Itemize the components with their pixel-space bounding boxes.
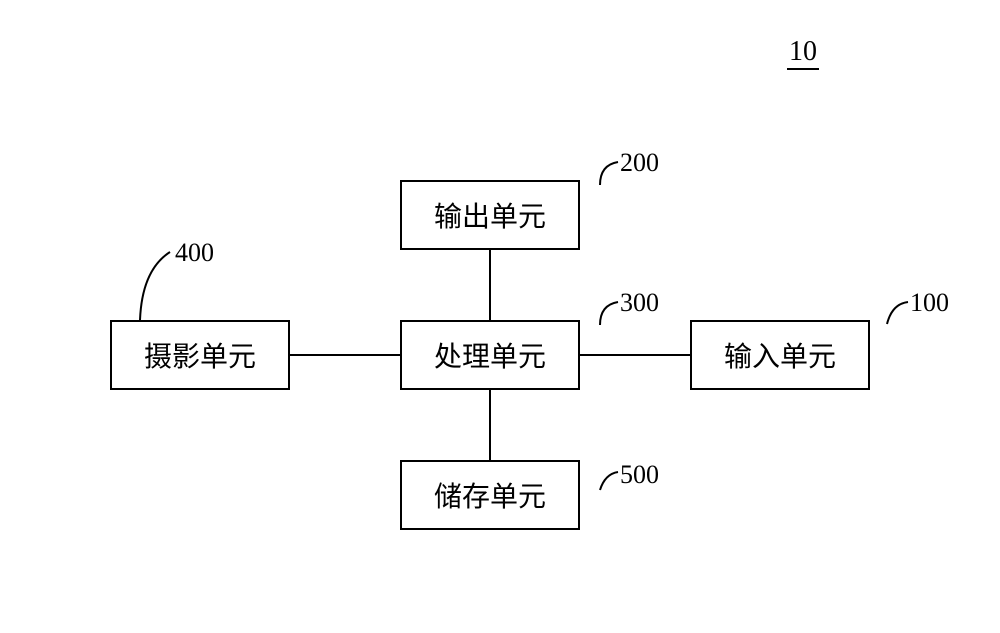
leader-input-unit bbox=[0, 0, 1000, 633]
diagram-canvas: 10 输出单元 处理单元 储存单元 摄影单元 输入单元 200 300 500 … bbox=[0, 0, 1000, 633]
ref-input-unit: 100 bbox=[910, 288, 949, 318]
